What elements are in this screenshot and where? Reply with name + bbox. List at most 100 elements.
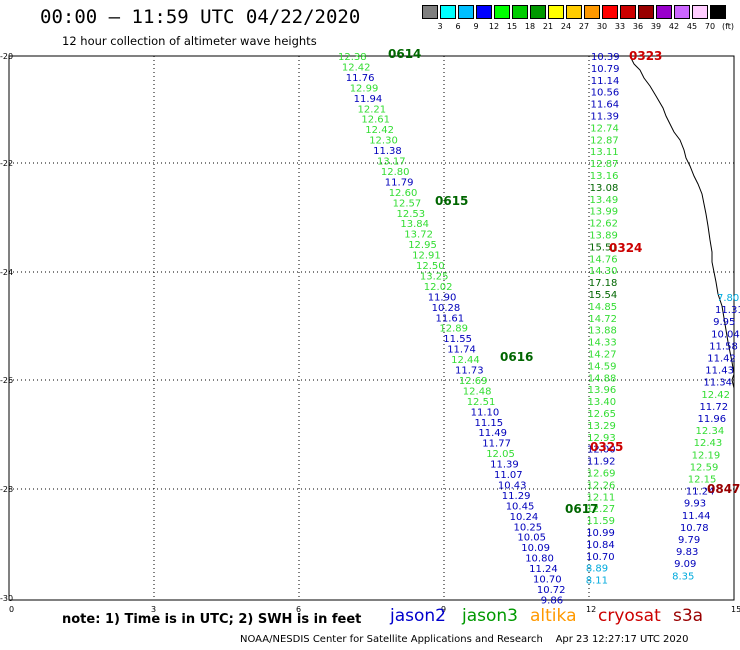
wave-height-value: 13.89 xyxy=(589,231,618,242)
wave-height-value: 14.76 xyxy=(589,254,618,265)
wave-height-value: 11.24 xyxy=(529,564,558,575)
coastline xyxy=(629,55,735,389)
wave-height-value: 12.59 xyxy=(690,462,719,473)
wave-height-value: 9.79 xyxy=(678,535,700,546)
wave-height-value: 11.72 xyxy=(699,402,728,413)
legend-altika: altika xyxy=(530,606,577,626)
wave-height-value: 13.96 xyxy=(588,385,617,396)
time-tag: 0323 xyxy=(629,49,662,63)
wave-height-value: 14.30 xyxy=(589,266,618,277)
wave-height-value: 13.72 xyxy=(404,230,433,241)
y-tick-label: -20 xyxy=(0,52,13,61)
wave-height-value: 14.72 xyxy=(588,314,617,325)
colorbar-label: 27 xyxy=(578,22,590,31)
wave-height-value: 11.07 xyxy=(494,470,523,481)
wave-height-value: 13.88 xyxy=(588,326,617,337)
colorbar-label: 36 xyxy=(632,22,644,31)
wave-height-value: 11.31 xyxy=(715,305,740,316)
wave-height-value: 12.93 xyxy=(587,433,616,444)
wave-height-value: 11.55 xyxy=(443,334,472,345)
wave-height-value: 13.16 xyxy=(590,171,619,182)
colorbar-swatch xyxy=(620,5,636,19)
wave-height-value: 11.59 xyxy=(586,516,615,527)
wave-height-value: 12.50 xyxy=(416,261,445,272)
wave-height-value: 11.76 xyxy=(346,73,375,84)
x-tick-label: 3 xyxy=(151,605,156,614)
time-tag: 0615 xyxy=(435,194,468,208)
wave-height-value: 11.64 xyxy=(591,100,620,111)
time-tag: 0617 xyxy=(565,502,598,516)
map-frame xyxy=(8,55,735,601)
colorbar-swatch xyxy=(710,5,726,19)
time-tag: 0614 xyxy=(388,47,421,61)
colorbar-label: 15 xyxy=(506,22,518,31)
wave-height-value: 12.38 xyxy=(338,52,367,63)
satellite-tracks: 12.3812.4211.7612.9911.9412.2112.6112.42… xyxy=(338,47,740,606)
wave-height-value: 10.43 xyxy=(498,480,527,491)
wave-height-value: 12.42 xyxy=(365,125,394,136)
wave-height-value: 11.39 xyxy=(590,112,619,123)
wave-height-value: 9.09 xyxy=(674,559,696,570)
wave-height-value: 13.49 xyxy=(590,195,619,206)
wave-height-value: 11.79 xyxy=(385,177,414,188)
wave-height-value: 11.10 xyxy=(471,407,500,418)
wave-height-value: 15.51 xyxy=(589,242,618,253)
colorbar-swatch xyxy=(530,5,546,19)
wave-height-value: 12.89 xyxy=(439,324,468,335)
colorbar-label: 9 xyxy=(473,22,479,31)
colorbar-swatch xyxy=(638,5,654,19)
wave-height-value: 10.70 xyxy=(533,575,562,586)
colorbar-label: 6 xyxy=(455,22,461,31)
wave-height-value: 8.11 xyxy=(586,576,608,587)
colorbar-swatch xyxy=(584,5,600,19)
wave-height-value: 7.80 xyxy=(717,293,739,304)
colorbar-label: 33 xyxy=(614,22,626,31)
wave-height-value: 11.43 xyxy=(705,366,734,377)
colorbar-swatch xyxy=(440,5,456,19)
footer-credit: NOAA/NESDIS Center for Satellite Applica… xyxy=(240,634,689,645)
colorbar-swatch xyxy=(494,5,510,19)
wave-height-value: 11.39 xyxy=(490,460,519,471)
wave-height-value: 10.56 xyxy=(591,88,620,99)
time-tag: 0616 xyxy=(500,350,533,364)
colorbar-swatch xyxy=(422,5,438,19)
colorbar-label: 18 xyxy=(524,22,536,31)
legend-jason3: jason3 xyxy=(462,606,518,626)
wave-height-value: 14.27 xyxy=(588,350,617,361)
wave-height-value: 10.04 xyxy=(711,329,740,340)
wave-height-value: 11.14 xyxy=(591,76,620,87)
wave-height-value: 13.29 xyxy=(587,421,616,432)
x-tick-label: 15 xyxy=(731,605,740,614)
wave-height-value: 10.72 xyxy=(537,585,566,596)
wave-height-value: 13.84 xyxy=(400,219,429,230)
y-tick-label: -24 xyxy=(0,268,13,277)
y-tick-label: -26 xyxy=(0,376,13,385)
time-tag: 0324 xyxy=(609,241,642,255)
colorbar-label: 42 xyxy=(668,22,680,31)
wave-height-value: 12.27 xyxy=(586,504,615,515)
wave-height-value: 12.99 xyxy=(350,83,379,94)
wave-height-value: 11.58 xyxy=(709,341,738,352)
wave-height-value: 11.42 xyxy=(707,354,736,365)
wave-height-value: 10.70 xyxy=(586,552,615,563)
wave-height-value: 13.11 xyxy=(590,147,619,158)
colorbar-swatch xyxy=(458,5,474,19)
time-tag: 0847 xyxy=(707,482,740,496)
wave-height-value: 11.77 xyxy=(482,439,511,450)
map-grid xyxy=(9,56,734,600)
wave-height-value: 10.05 xyxy=(517,533,546,544)
wave-height-value: 10.09 xyxy=(521,543,550,554)
wave-height-value: 14.33 xyxy=(588,338,617,349)
x-tick-label: 9 xyxy=(441,605,446,614)
page-title: 00:00 – 11:59 UTC 04/22/2020 xyxy=(40,6,361,28)
wave-height-value: 12.05 xyxy=(486,449,515,460)
wave-height-value: 11.15 xyxy=(475,418,504,429)
wave-height-value: 12.51 xyxy=(467,397,496,408)
legend-cryosat: cryosat xyxy=(598,606,661,626)
colorbar-swatch xyxy=(476,5,492,19)
wave-height-value: 12.69 xyxy=(459,376,488,387)
wave-height-value: 11.34 xyxy=(703,378,732,389)
colorbar-label: 39 xyxy=(650,22,662,31)
wave-height-value: 12.65 xyxy=(587,409,616,420)
